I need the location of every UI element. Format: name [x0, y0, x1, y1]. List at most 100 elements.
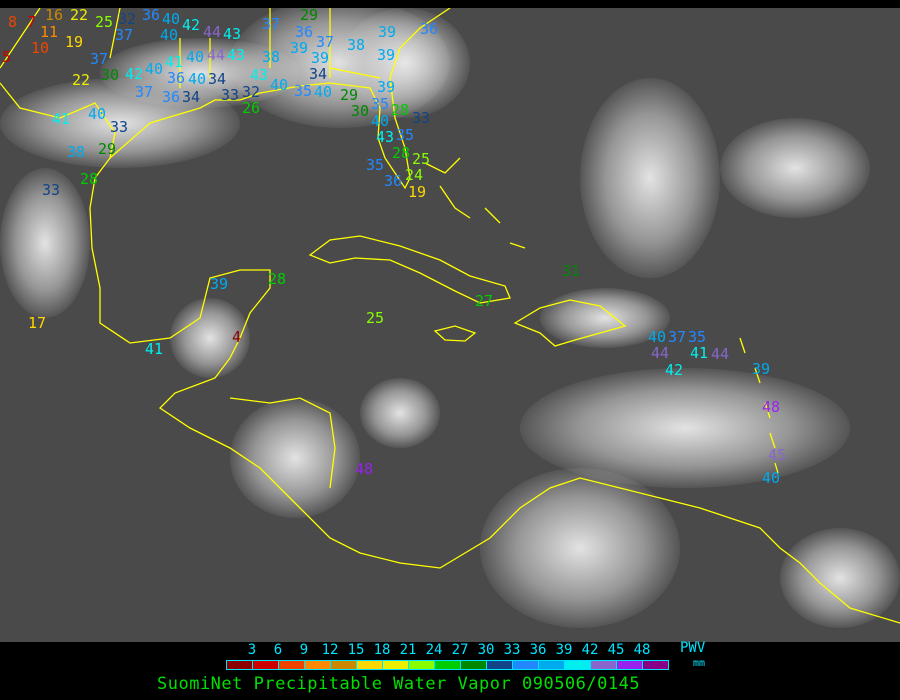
- legend-tick: 30: [477, 642, 495, 658]
- legend-tick: 45: [607, 642, 625, 658]
- station-pwv-label: 37: [115, 26, 134, 44]
- station-pwv-label: 28: [392, 144, 411, 162]
- cloud: [780, 528, 900, 628]
- cloud: [580, 78, 720, 278]
- station-pwv-label: 30: [101, 66, 120, 84]
- legend-swatch: [461, 661, 487, 669]
- station-pwv-label: 40: [762, 469, 781, 487]
- cloud: [0, 78, 240, 168]
- legend-swatch: [409, 661, 435, 669]
- station-pwv-label: 16: [45, 8, 64, 24]
- station-pwv-label: 40: [371, 112, 390, 130]
- central-america: [158, 357, 900, 624]
- station-pwv-label: 29: [98, 140, 117, 158]
- legend-unit-sub: mm: [693, 658, 706, 669]
- station-pwv-label: 40: [188, 70, 207, 88]
- legend-tick: 36: [529, 642, 547, 658]
- cloud: [170, 298, 250, 378]
- station-pwv-label: 43: [223, 25, 242, 43]
- legend-tick: 15: [347, 642, 365, 658]
- legend-tick: 39: [555, 642, 573, 658]
- station-pwv-label: 33: [42, 181, 61, 199]
- station-pwv-label: 48: [355, 460, 374, 478]
- legend-swatch: [331, 661, 357, 669]
- station-pwv-label: 26: [242, 99, 261, 117]
- station-pwv-label: 28: [268, 270, 287, 288]
- station-pwv-label: 22: [70, 8, 89, 24]
- station-pwv-label: 24: [405, 166, 424, 184]
- station-pwv-label: 35: [688, 328, 707, 346]
- station-pwv-label: 39: [752, 360, 771, 378]
- legend-tick: 6: [273, 642, 283, 658]
- legend-swatch: [357, 661, 383, 669]
- honduras-coast: [229, 397, 336, 489]
- station-pwv-label: 19: [65, 33, 84, 51]
- station-pwv-label: 36: [142, 8, 161, 24]
- station-pwv-label: 37: [316, 33, 335, 51]
- station-pwv-label: 39: [210, 275, 229, 293]
- station-pwv-label: 22: [72, 71, 91, 89]
- station-pwv-label: 25: [95, 13, 114, 31]
- station-pwv-label: 35: [294, 82, 313, 100]
- station-pwv-label: 19: [408, 183, 427, 201]
- station-pwv-label: 44: [203, 23, 222, 41]
- legend-swatch: [487, 661, 513, 669]
- station-pwv-label: 42: [665, 361, 684, 379]
- cuba: [308, 235, 511, 304]
- legend-swatch: [643, 661, 668, 669]
- station-pwv-label: 37: [90, 50, 109, 68]
- station-pwv-label: 28: [391, 101, 410, 119]
- station-pwv-label: 36: [167, 69, 186, 87]
- station-pwv-label: 36: [420, 20, 439, 38]
- station-pwv-label: 36: [295, 23, 314, 41]
- station-pwv-label: 44: [711, 345, 730, 363]
- station-pwv-label: 40: [162, 10, 181, 28]
- legend-swatch: [227, 661, 253, 669]
- station-pwv-label: 37: [135, 83, 154, 101]
- gulf-coast: [0, 82, 271, 359]
- station-pwv-label: 43: [376, 128, 395, 146]
- coastline-overlay: [0, 8, 900, 624]
- legend-tick: 18: [373, 642, 391, 658]
- station-pwv-label: 25: [412, 150, 431, 168]
- station-pwv-label: 32: [242, 83, 261, 101]
- station-pwv-label: 8: [8, 13, 18, 31]
- station-pwv-label: 41: [690, 344, 709, 362]
- station-pwv-label: 42: [182, 16, 201, 34]
- legend-tick: 24: [425, 642, 443, 658]
- cloud: [0, 168, 90, 318]
- station-pwv-label: 4: [232, 328, 242, 346]
- station-pwv-label: 45: [768, 446, 787, 464]
- station-pwv-label: 37: [262, 15, 281, 33]
- station-pwv-label: 30: [351, 102, 370, 120]
- station-pwv-label: 43: [250, 66, 269, 84]
- station-pwv-label: 29: [300, 8, 319, 24]
- legend-swatch: [383, 661, 409, 669]
- station-pwv-label: 44: [207, 46, 226, 64]
- station-pwv-label: 33: [110, 118, 129, 136]
- map-title: SuomiNet Precipitable Water Vapor 090506…: [157, 674, 641, 694]
- station-pwv-label: 33: [412, 109, 431, 127]
- station-pwv-label: 34: [182, 88, 201, 106]
- station-pwv-label: 43: [227, 46, 246, 64]
- legend-swatch: [617, 661, 643, 669]
- station-pwv-label: 39: [290, 39, 309, 57]
- station-pwv-label: 38: [67, 143, 86, 161]
- legend-swatch: [435, 661, 461, 669]
- station-pwv-label: 33: [221, 86, 240, 104]
- cloud: [720, 118, 870, 218]
- cloud: [360, 378, 440, 448]
- legend-tick: 27: [451, 642, 469, 658]
- station-pwv-label: 39: [377, 46, 396, 64]
- station-pwv-label: 39: [311, 49, 330, 67]
- cloud: [540, 288, 670, 348]
- legend-unit: PWV: [680, 640, 706, 656]
- legend-tick: 9: [299, 642, 309, 658]
- station-pwv-label: 31: [562, 262, 581, 280]
- hispaniola: [513, 299, 627, 347]
- legend-swatch: [513, 661, 539, 669]
- station-pwv-label: 41: [145, 340, 164, 358]
- satellite-map: 8 7 16 22 25 32 36 40 42 37 40 44 43 11 10 19 5 37 30 22 42 4…: [0, 8, 900, 642]
- station-pwv-label: 40: [314, 83, 333, 101]
- station-pwv-label: 10: [31, 39, 50, 57]
